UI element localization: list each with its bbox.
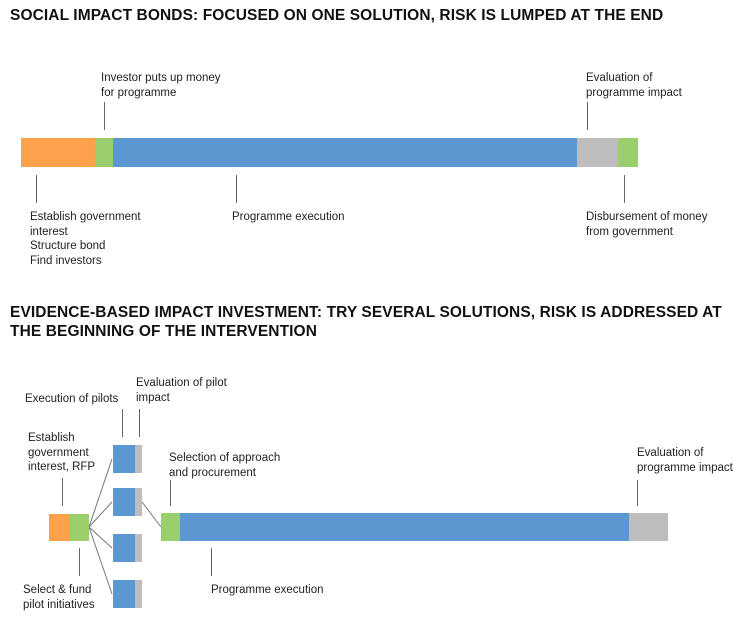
pilot-4-execution [113, 580, 135, 608]
tick-establish-bottom [62, 478, 63, 506]
bottom-title: EVIDENCE-BASED IMPACT INVESTMENT: TRY SE… [10, 304, 722, 340]
bar-investment [95, 138, 113, 167]
label-execution-pilots: Execution of pilots [25, 393, 119, 405]
label-investor: Investor puts up money for programme [101, 72, 221, 99]
tick-disbursement [624, 175, 625, 203]
tick-execution-bottom [211, 548, 212, 576]
pilot-2-evaluation [135, 488, 142, 516]
pilot-1-evaluation [135, 445, 142, 473]
bar-evaluation [577, 138, 618, 167]
bar-programme-execution [113, 138, 577, 167]
pilot-1-execution [113, 445, 135, 473]
bar-selection [161, 513, 180, 541]
tick-execution-top [236, 175, 237, 203]
tick-select-fund [79, 548, 80, 576]
bar-setup [21, 138, 95, 167]
pilot-3-evaluation [135, 534, 142, 562]
tick-establish [36, 175, 37, 203]
bar-select-fund [70, 514, 89, 541]
label-execution-bottom: Programme execution [211, 584, 324, 596]
label-execution-top: Programme execution [232, 211, 345, 223]
label-evaluation-pilot: Evaluation of pilot impact [136, 377, 227, 404]
bar-disbursement [618, 138, 638, 167]
tick-execution-pilots [122, 409, 123, 437]
pilot-4-evaluation [135, 580, 142, 608]
label-evaluation-bottom: Evaluation of programme impact [637, 447, 733, 474]
label-selection: Selection of approach and procurement [169, 452, 281, 479]
label-establish-top: Establish government interest Structure … [30, 211, 141, 267]
tick-evaluation-pilot [139, 409, 140, 437]
bar-establish-rfp [49, 514, 70, 541]
label-evaluation-top: Evaluation of programme impact [586, 72, 682, 99]
label-disbursement: Disbursement of money from government [586, 211, 708, 238]
tick-evaluation-bottom [637, 480, 638, 506]
label-select-fund: Select & fund pilot initiatives [23, 584, 95, 611]
bar-evaluation-bottom [629, 513, 668, 541]
label-establish-bottom: Establish government interest, RFP [28, 432, 96, 473]
pilot-2-execution [113, 488, 135, 516]
tick-evaluation-top [587, 102, 588, 130]
tick-selection [170, 480, 171, 506]
tick-investor [104, 102, 105, 130]
pilot-3-execution [113, 534, 135, 562]
bar-programme-execution-bottom [180, 513, 629, 541]
top-title: SOCIAL IMPACT BONDS: FOCUSED ON ONE SOLU… [10, 7, 664, 24]
